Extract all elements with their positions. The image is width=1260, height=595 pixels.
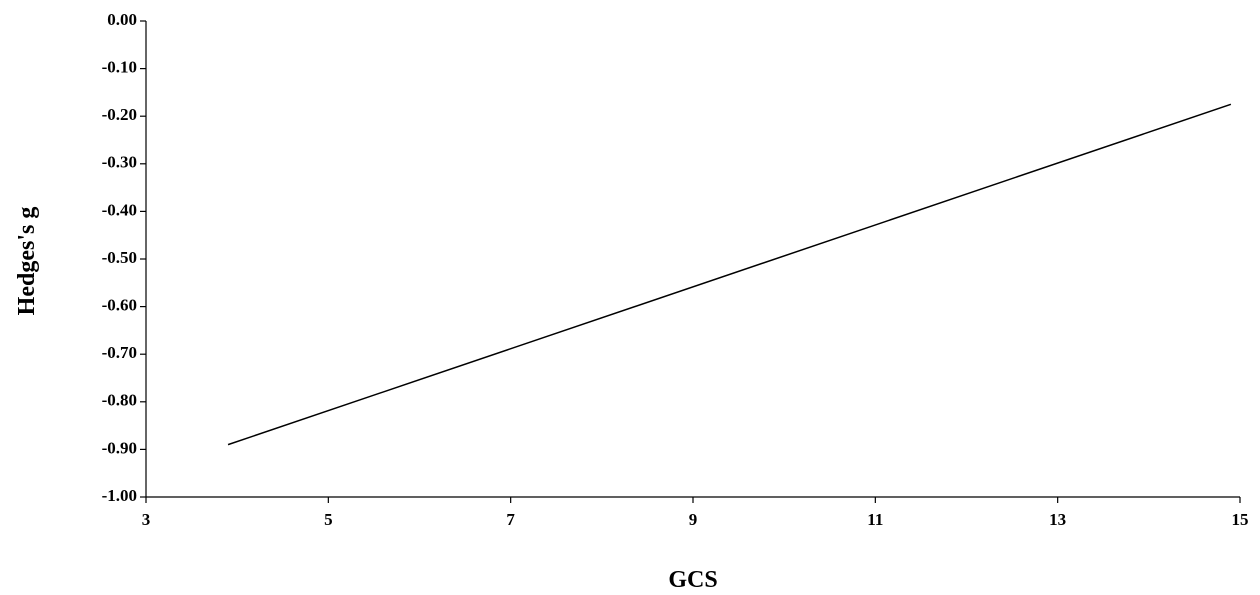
y-tick-label: -0.20 xyxy=(102,105,137,124)
y-tick-label: -0.40 xyxy=(102,200,137,219)
x-tick-label: 15 xyxy=(1232,510,1249,529)
x-axis-ticks: 3 5 7 9 11 13 15 xyxy=(142,497,1249,529)
y-axis-title: Hedges's g xyxy=(14,207,40,316)
y-tick-label: 0.00 xyxy=(107,10,137,29)
y-tick-label: -0.80 xyxy=(102,391,137,410)
x-tick-label: 5 xyxy=(324,510,333,529)
x-tick-label: 9 xyxy=(689,510,698,529)
y-tick-label: -0.60 xyxy=(102,296,137,315)
y-tick-label: -0.90 xyxy=(102,438,137,457)
y-tick-label: -1.00 xyxy=(102,486,137,505)
series-group xyxy=(227,103,1232,446)
x-tick-label: 13 xyxy=(1049,510,1066,529)
y-tick-label: -0.50 xyxy=(102,248,137,267)
y-tick-label: -0.10 xyxy=(102,58,137,77)
y-tick-label: -0.30 xyxy=(102,153,137,172)
series-line-0 xyxy=(227,103,1232,446)
x-tick-label: 7 xyxy=(506,510,515,529)
x-axis-title: GCS xyxy=(668,567,717,593)
y-tick-label: -0.70 xyxy=(102,343,137,362)
x-tick-label: 3 xyxy=(142,510,151,529)
x-tick-label: 11 xyxy=(867,510,883,529)
y-axis-ticks: 0.00 -0.10 -0.20 -0.30 -0.40 -0.50 -0.60 -0.70 -… xyxy=(102,10,146,505)
